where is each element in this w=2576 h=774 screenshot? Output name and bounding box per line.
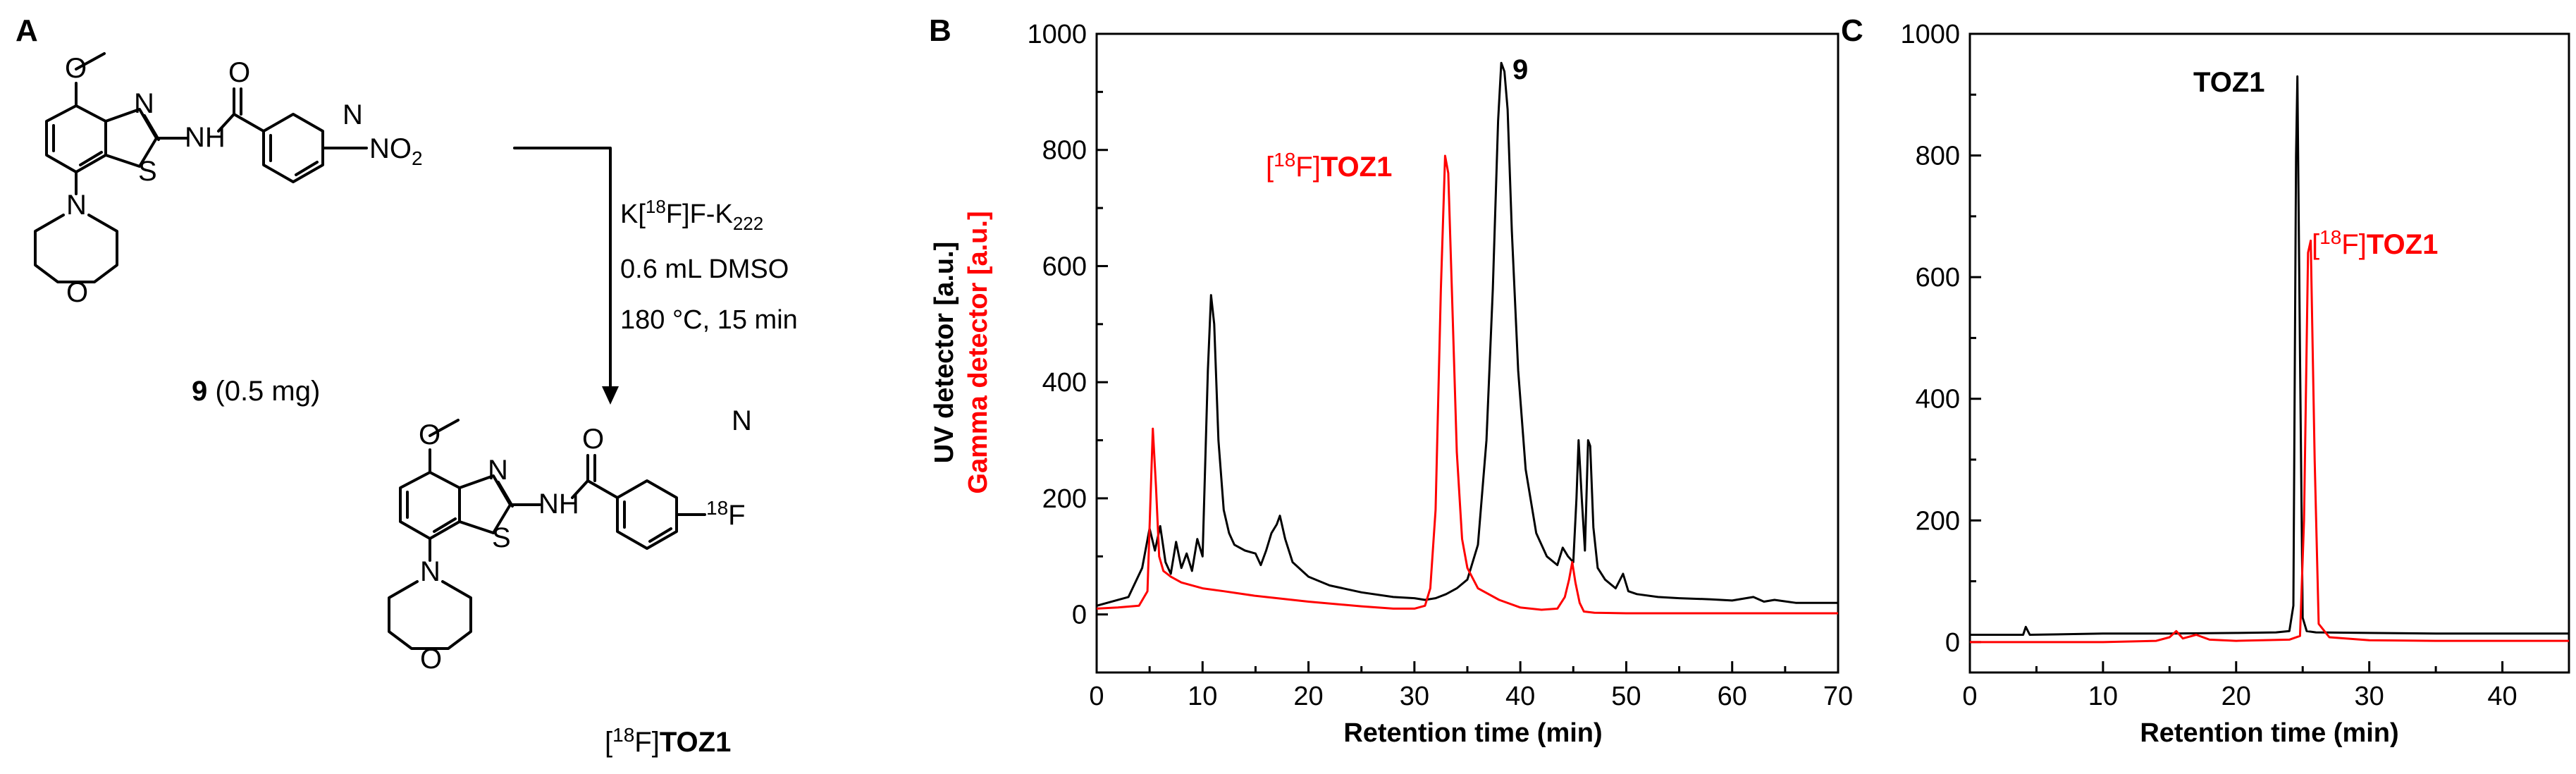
reactant-amide-nh: NH	[185, 122, 226, 153]
b-x-tick-label: 0	[1089, 682, 1104, 711]
product-structure: O N S NH O N N O 18F [18F]TOZ1	[388, 405, 752, 758]
c-x-tick-label: 40	[2487, 682, 2517, 711]
c-y-tick-label: 200	[1916, 506, 1960, 536]
reaction-arrow-head	[602, 386, 619, 405]
product-benzene-double-bond	[433, 517, 457, 533]
product-pyridine-ring	[616, 479, 678, 550]
panel-c-ticks	[1968, 32, 2570, 672]
c-y-tick-label: 1000	[1900, 20, 1960, 49]
c-x-tick-label: 30	[2355, 682, 2384, 711]
b-x-tick-label: 50	[1611, 682, 1641, 711]
reactant-benzene-double-bond	[79, 151, 103, 166]
panel-c-y-tick-labels: 0 200 400 600 800 1000	[1900, 20, 1960, 658]
reactant-morpholine-oxygen: O	[66, 277, 88, 308]
c-x-tick-label: 20	[2221, 682, 2251, 711]
reactant-benzene-ring	[45, 104, 107, 173]
reaction-arrow-line	[513, 147, 612, 396]
b-y-tick-label: 1000	[1027, 20, 1087, 49]
product-methoxy-oxygen: O	[419, 419, 440, 450]
panel-c-gamma-trace	[1970, 239, 2569, 644]
reactant-carbonyl-oxygen: O	[228, 57, 250, 88]
product-morpholine-oxygen: O	[420, 644, 442, 675]
panel-c-uv-peak-label: TOZ1	[2193, 67, 2265, 98]
panel-a-label: A	[16, 13, 38, 48]
panel-b-uv-trace	[1096, 61, 1838, 607]
b-x-tick-label: 70	[1823, 682, 1853, 711]
c-y-tick-label: 400	[1916, 385, 1960, 414]
c-x-tick-label: 10	[2088, 682, 2118, 711]
panel-c-x-axis-label: Retention time (min)	[2140, 718, 2398, 748]
reactant-nitro-group: NO2	[369, 133, 423, 169]
conditions-reagent: K[18F]F-K222	[620, 196, 763, 234]
c-y-tick-label: 600	[1916, 263, 1960, 293]
b-y-tick-label: 0	[1072, 601, 1087, 630]
reactant-thiazole-sulfur: S	[138, 156, 157, 187]
panel-c-label: C	[1841, 13, 1863, 48]
reactant-label: 9 (0.5 mg)	[192, 376, 320, 407]
reactant-structure: O N S NH O N N O NO2 9 (0.5 mg)	[34, 52, 423, 407]
conditions-temperature-time: 180 °C, 15 min	[620, 305, 798, 335]
reactant-methoxy-oxygen: O	[65, 53, 87, 84]
product-label: [18F]TOZ1	[605, 724, 731, 758]
b-y-tick-label: 800	[1042, 136, 1087, 166]
c-y-tick-label: 800	[1916, 142, 1960, 171]
reactant-amide-bond	[217, 113, 235, 133]
product-carbonyl-oxygen: O	[582, 424, 604, 455]
reactant-pyridine-double-bond	[295, 161, 319, 176]
reactant-morpholine-ring	[34, 214, 118, 283]
panel-c-gamma-peak-label: [18F]TOZ1	[2312, 226, 2438, 260]
panel-c-frame	[1968, 32, 2570, 674]
reactant-aryl-bond	[233, 113, 265, 133]
panel-c-x-tick-labels: 0 10 20 30 40	[1962, 682, 2517, 711]
product-thiazole-double-bond	[497, 481, 514, 508]
panel-a: A O N S NH O N N	[16, 13, 798, 758]
panel-b: B 0 200 400 600 800 1000 0 10 20 30 40 50 60 70 Rete…	[929, 13, 1853, 748]
b-y-tick-label: 200	[1042, 484, 1087, 514]
product-fluorine-18: 18F	[706, 497, 746, 531]
product-thiazole-sulfur: S	[492, 522, 511, 553]
panel-b-uv-peak-label: 9	[1512, 54, 1528, 85]
c-x-tick-label: 0	[1962, 682, 1977, 711]
product-pyridine-double-bond	[648, 527, 672, 543]
product-pyridine-nitrogen: N	[732, 405, 752, 436]
reactant-methyl-bond	[75, 52, 106, 70]
b-x-tick-label: 10	[1188, 682, 1217, 711]
reactant-pyridine-nitrogen: N	[343, 99, 363, 130]
b-x-tick-label: 20	[1293, 682, 1323, 711]
reaction-conditions: K[18F]F-K222 0.6 mL DMSO 180 °C, 15 min	[620, 196, 798, 335]
panel-b-y-axis-label-gamma: Gamma detector [a.u.]	[963, 211, 993, 493]
panel-c-uv-trace	[1970, 75, 2569, 636]
b-x-tick-label: 40	[1505, 682, 1535, 711]
panel-c: C 0 200 400 600 800 1000 0 10 20 30 40 Retention …	[1841, 13, 2570, 748]
product-morpholine-nitrogen: N	[420, 556, 440, 587]
panel-b-x-axis-label: Retention time (min)	[1343, 718, 1602, 748]
reaction-arrow	[513, 147, 619, 405]
panel-b-y-tick-labels: 0 200 400 600 800 1000	[1027, 20, 1087, 630]
panel-b-x-tick-labels: 0 10 20 30 40 50 60 70	[1089, 682, 1853, 711]
panel-b-label: B	[929, 13, 951, 48]
panel-b-gamma-peak-label: [18F]TOZ1	[1266, 149, 1392, 183]
product-methyl-bond	[429, 419, 460, 437]
b-x-tick-label: 30	[1400, 682, 1429, 711]
c-y-tick-label: 0	[1945, 628, 1960, 658]
reactant-thiazole-double-bond	[143, 114, 160, 141]
panel-b-y-axis-label-uv: UV detector [a.u.]	[930, 242, 959, 464]
product-aryl-bond	[586, 479, 619, 499]
reactant-thiazole-nitrogen: N	[134, 88, 154, 119]
product-amide-bond	[571, 479, 589, 499]
product-benzene-ring	[399, 471, 461, 540]
panel-b-gamma-trace	[1096, 154, 1838, 615]
reactant-morpholine-nitrogen: N	[66, 190, 87, 221]
b-x-tick-label: 60	[1718, 682, 1747, 711]
panel-b-ticks	[1095, 32, 1839, 672]
product-morpholine-ring	[388, 580, 472, 650]
reactant-pyridine-ring	[262, 113, 324, 183]
b-y-tick-label: 400	[1042, 368, 1087, 398]
product-amide-nh: NH	[538, 489, 579, 520]
product-thiazole-nitrogen: N	[488, 455, 508, 486]
b-y-tick-label: 600	[1042, 252, 1087, 281]
conditions-solvent: 0.6 mL DMSO	[620, 254, 789, 284]
